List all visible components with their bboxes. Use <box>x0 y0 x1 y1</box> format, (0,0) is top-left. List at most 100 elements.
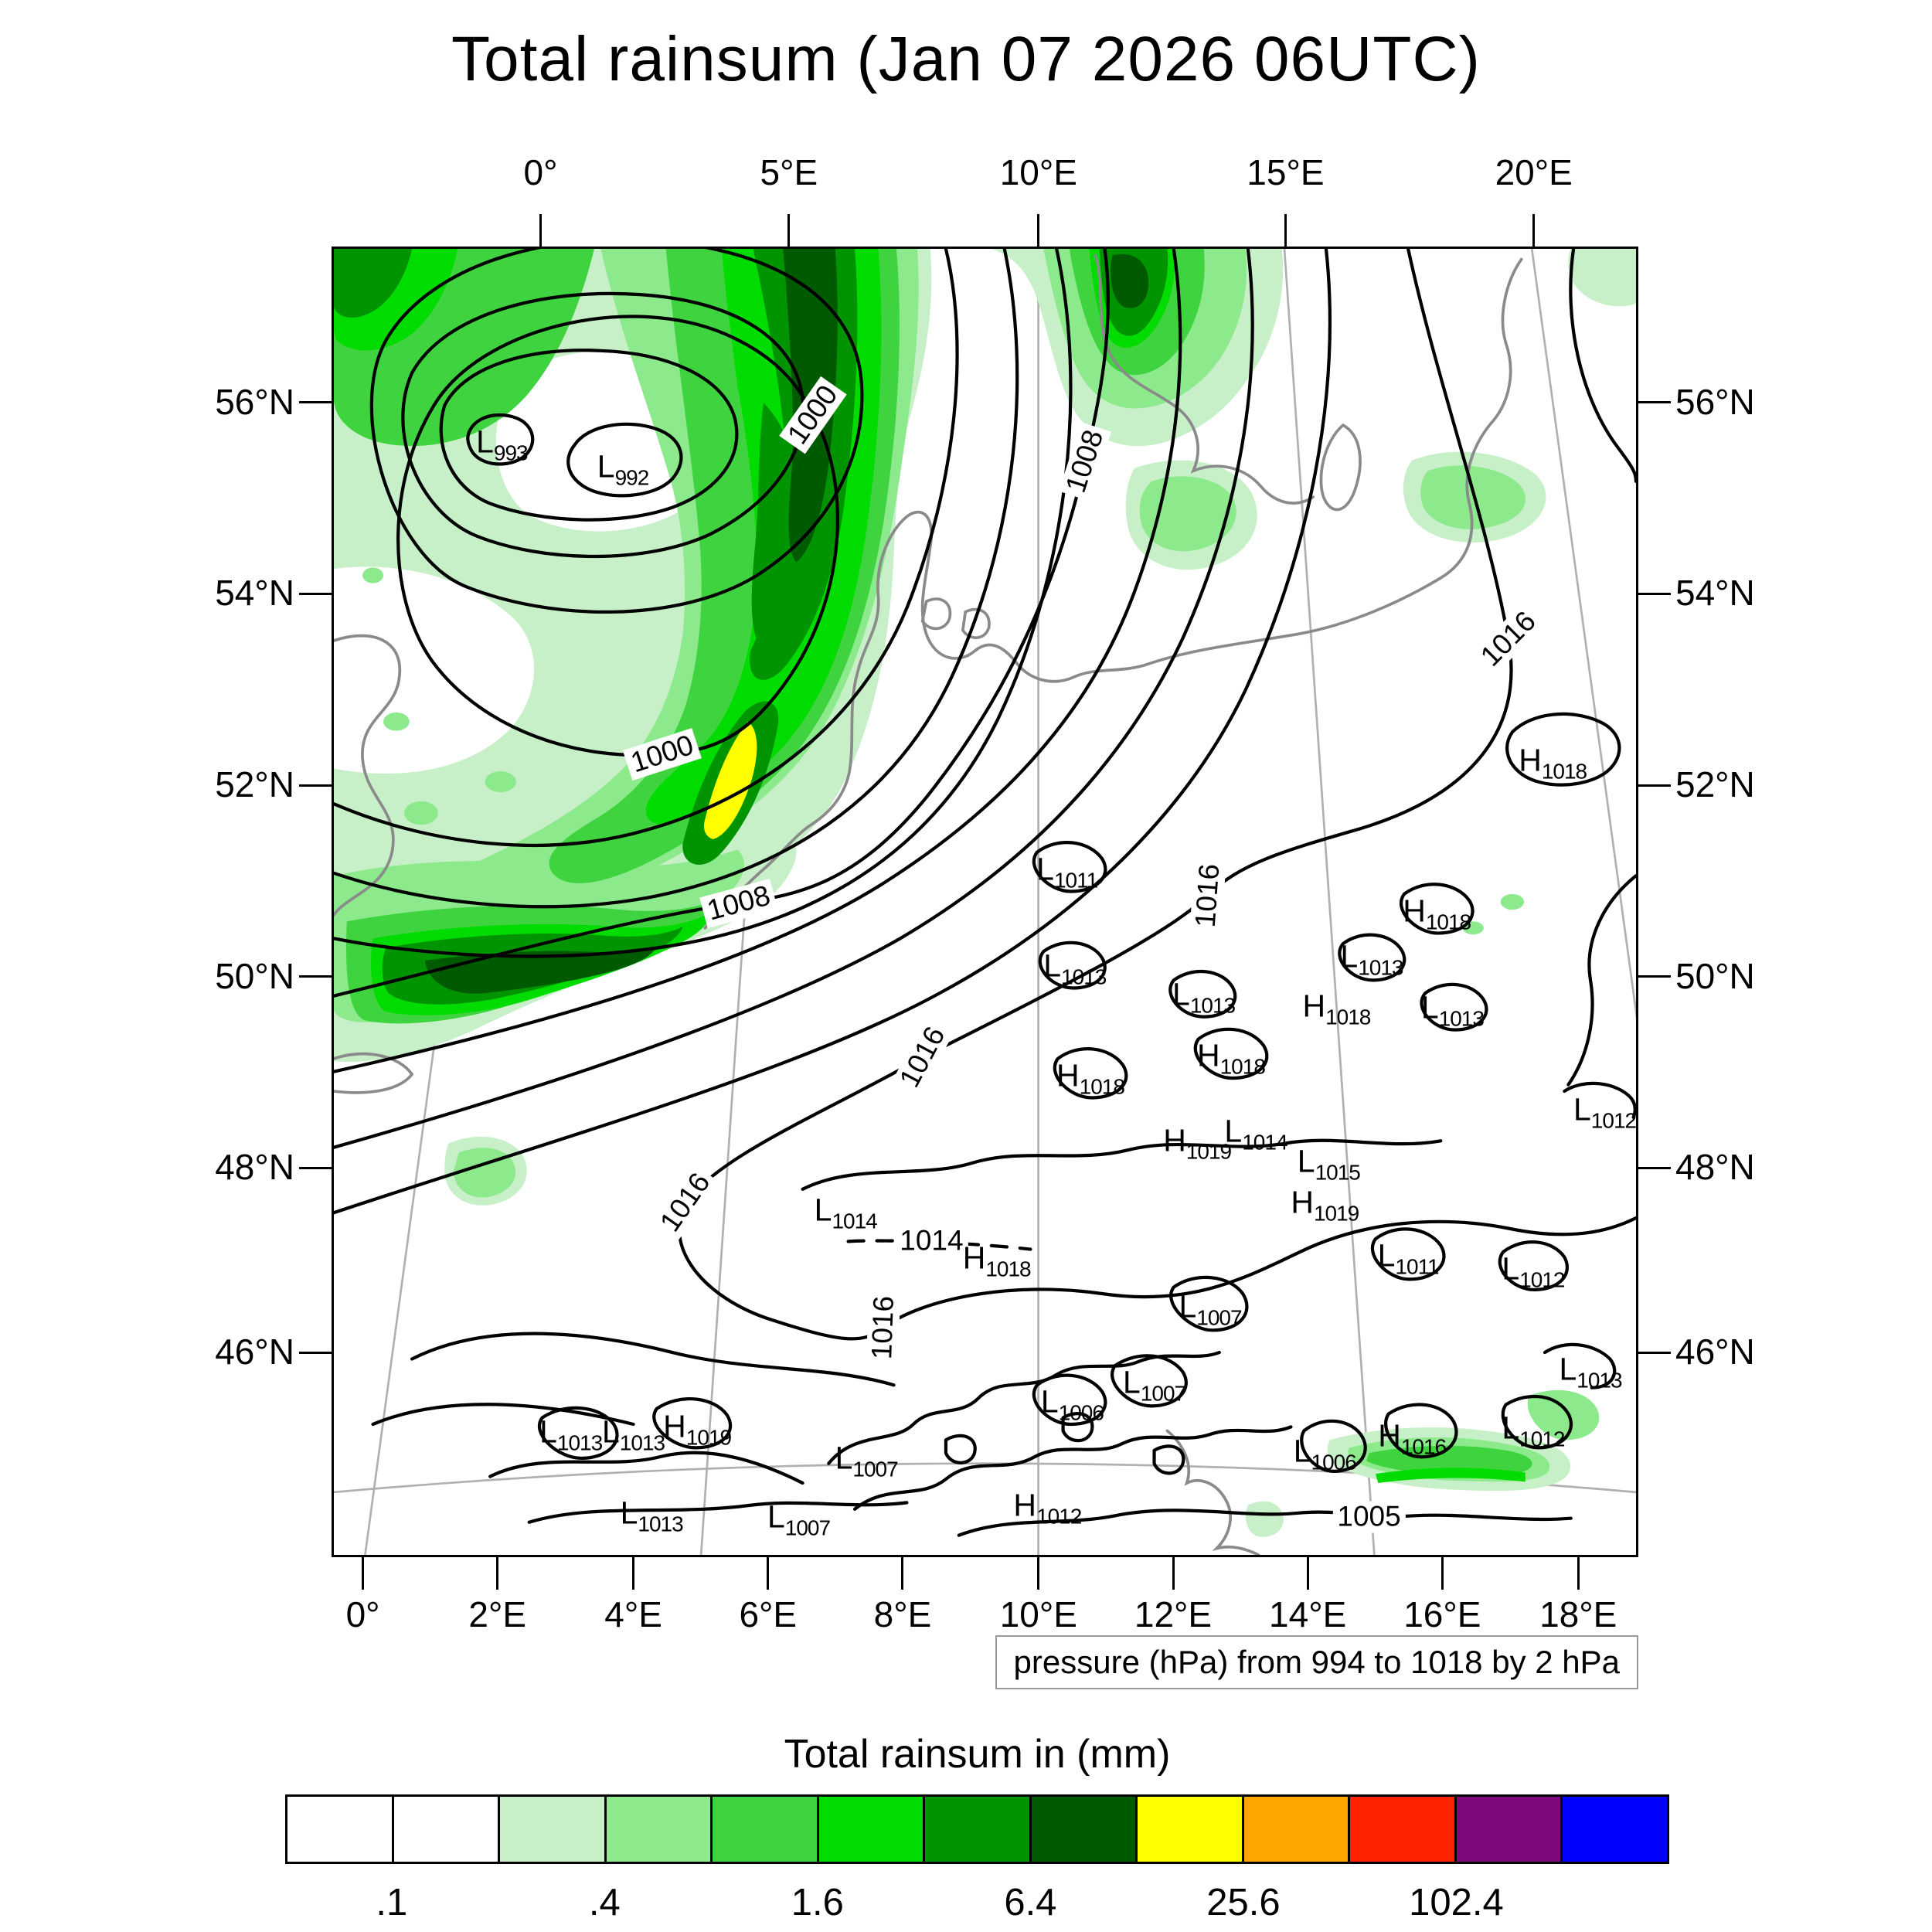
axis-label-right: 52°N <box>1675 764 1755 805</box>
axis-tick-bottom <box>1306 1557 1309 1590</box>
colorbar-cell <box>1456 1797 1563 1862</box>
axis-tick-top <box>539 214 543 247</box>
axis-tick-bottom <box>1172 1557 1175 1590</box>
axis-label-left: 56°N <box>215 381 294 422</box>
axis-label-right: 46°N <box>1675 1332 1755 1372</box>
axis-label-right: 50°N <box>1675 955 1755 996</box>
map-frame: 1000 1008 1016 1000 1008 1016 1016 1016 1016 1014… <box>332 247 1638 1557</box>
axis-tick-right <box>1638 1166 1671 1169</box>
pressure-center: L1007 <box>835 1440 899 1481</box>
axis-tick-bottom <box>767 1557 770 1590</box>
pressure-center: L993 <box>476 423 529 465</box>
axis-label-top: 15°E <box>1247 152 1325 192</box>
axis-tick-top <box>787 214 791 247</box>
axis-label-left: 46°N <box>215 1332 294 1372</box>
axis-label-top: 20°E <box>1495 152 1573 192</box>
pressure-center: L1011 <box>1036 851 1098 893</box>
contour-label: 1005 <box>1332 1501 1406 1533</box>
axis-label-bottom: 18°E <box>1539 1594 1617 1634</box>
axis-label-right: 48°N <box>1675 1147 1755 1188</box>
colorbar-cell <box>713 1797 819 1862</box>
colorbar-cell <box>1031 1797 1138 1862</box>
pressure-center: L1013 <box>1043 947 1107 989</box>
colorbar-tick-label: .1 <box>376 1882 408 1923</box>
pressure-center: H1012 <box>1013 1487 1082 1529</box>
colorbar-tick-label: 1.6 <box>791 1882 844 1923</box>
rain-yellow <box>703 721 757 839</box>
colorbar-cell <box>818 1797 926 1862</box>
page-title: Total rainsum (Jan 07 2026 06UTC) <box>451 24 1481 94</box>
colorbar-tick-label: .4 <box>588 1882 621 1923</box>
axis-tick-bottom <box>1440 1557 1444 1590</box>
axis-label-left: 50°N <box>215 955 294 996</box>
pressure-center: L1007 <box>1179 1288 1242 1330</box>
axis-label-top: 5°E <box>760 152 818 192</box>
contour-label: 1016 <box>866 1291 901 1365</box>
pressure-center: L1007 <box>767 1498 831 1540</box>
pressure-center: L1013 <box>1420 989 1485 1031</box>
colorbar-cell <box>1350 1797 1457 1862</box>
pressure-center: H1018 <box>1519 742 1587 784</box>
pressure-center: L1013 <box>1172 976 1236 1018</box>
colorbar-cell <box>393 1797 501 1862</box>
pressure-center: H1018 <box>1403 893 1471 934</box>
axis-tick-left <box>299 401 332 404</box>
pressure-center: H1018 <box>1056 1057 1125 1099</box>
axis-label-bottom: 8°E <box>873 1594 932 1634</box>
axis-tick-bottom <box>1037 1557 1040 1590</box>
colorbar-tick-label: 25.6 <box>1206 1882 1281 1923</box>
colorbar-tick-label: 6.4 <box>1004 1882 1057 1923</box>
pressure-center: L1013 <box>539 1413 603 1455</box>
axis-label-top: 0° <box>523 152 558 192</box>
pressure-center: L1007 <box>1122 1364 1186 1406</box>
pressure-center: L1006 <box>1040 1383 1104 1425</box>
axis-label-left: 54°N <box>215 573 294 614</box>
colorbar-cell <box>1243 1797 1351 1862</box>
pressure-center: H1018 <box>1197 1037 1266 1079</box>
axis-tick-bottom <box>496 1557 499 1590</box>
pressure-center: L1013 <box>1340 938 1403 980</box>
pressure-center: L1012 <box>1502 1410 1565 1451</box>
axis-tick-right <box>1638 1351 1671 1354</box>
pressure-center: L1013 <box>1559 1351 1622 1393</box>
colorbar-title: Total rainsum in (mm) <box>784 1732 1171 1777</box>
pressure-center: L1015 <box>1297 1143 1361 1185</box>
axis-tick-bottom <box>362 1557 365 1590</box>
colorbar-cell <box>287 1797 394 1862</box>
pressure-caption: pressure (hPa) from 994 to 1018 by 2 hPa <box>995 1635 1638 1689</box>
pressure-center: L992 <box>597 448 650 490</box>
axis-tick-right <box>1638 975 1671 978</box>
axis-tick-right <box>1638 401 1671 404</box>
pressure-center: L1011 <box>1377 1237 1440 1279</box>
pressure-center: L1013 <box>601 1413 665 1455</box>
pressure-center: H1018 <box>1302 988 1371 1029</box>
axis-label-bottom: 0° <box>345 1594 380 1634</box>
axis-tick-left <box>299 975 332 978</box>
axis-label-bottom: 4°E <box>604 1594 662 1634</box>
colorbar-cell <box>1563 1797 1667 1862</box>
axis-tick-left <box>299 592 332 595</box>
colorbar-cell <box>925 1797 1032 1862</box>
pressure-center: L1012 <box>1573 1091 1637 1133</box>
pressure-center: L1012 <box>1502 1250 1565 1292</box>
pressure-center: L1006 <box>1293 1433 1357 1475</box>
axis-label-bottom: 16°E <box>1403 1594 1481 1634</box>
axis-tick-bottom <box>901 1557 904 1590</box>
contour-label: 1014 <box>895 1225 968 1257</box>
colorbar-tick-label: 102.4 <box>1409 1882 1504 1923</box>
axis-label-bottom: 12°E <box>1134 1594 1213 1634</box>
axis-label-bottom: 14°E <box>1269 1594 1347 1634</box>
axis-tick-left <box>299 784 332 787</box>
colorbar-cell <box>500 1797 607 1862</box>
coastlines <box>334 253 1523 1555</box>
axis-tick-left <box>299 1351 332 1354</box>
colorbar-labels: .1 .4 1.6 6.4 25.6 102.4 <box>285 1881 1669 1930</box>
axis-tick-bottom <box>632 1557 635 1590</box>
axis-label-left: 52°N <box>215 764 294 805</box>
axis-label-left: 48°N <box>215 1147 294 1188</box>
axis-tick-right <box>1638 784 1671 787</box>
pressure-center: L1014 <box>814 1192 878 1233</box>
axis-tick-top <box>1532 214 1536 247</box>
axis-label-top: 10°E <box>999 152 1077 192</box>
pressure-center: H1016 <box>1378 1417 1447 1459</box>
